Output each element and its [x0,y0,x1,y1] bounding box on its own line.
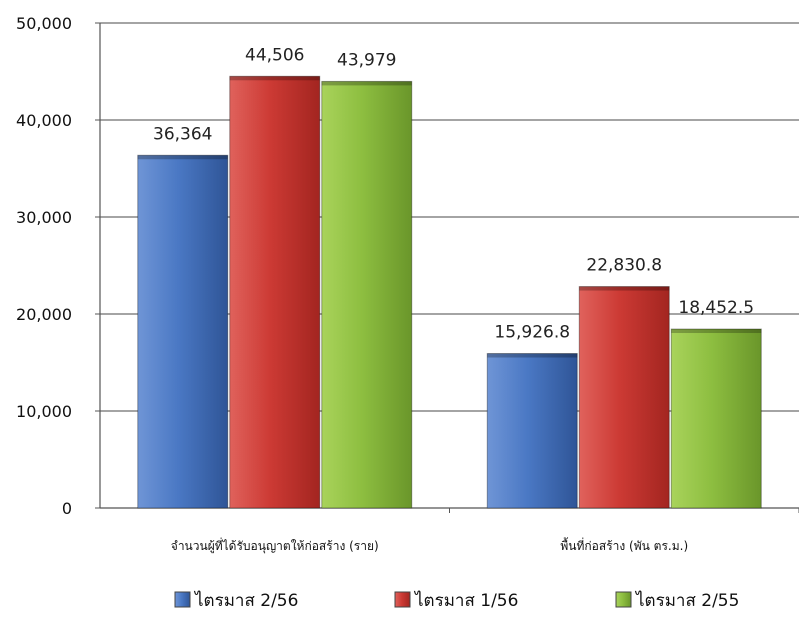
legend-swatch [615,591,632,608]
data-label: 44,506 [245,45,304,65]
legend-swatch [174,591,191,608]
legend-label: ไตรมาส 1/56 [413,590,518,611]
category-labels: จำนวนผู้ที่ได้รับอนุญาตให้ก่อสร้าง (ราย)… [171,537,688,554]
bar-top-edge [137,155,228,160]
bar [670,328,762,509]
data-label: 36,364 [153,124,212,144]
bar-top-edge [487,353,578,358]
legend-label: ไตรมาส 2/55 [634,590,739,611]
legend: ไตรมาส 2/56 ไตรมาส 1/56 ไตรมาส 2/55 [174,590,739,611]
bar-top-edge [671,329,762,334]
y-tick-label: 40,000 [16,111,72,130]
data-labels: 36,364 44,506 43,979 15,926.8 22,830.8 18,452… [153,45,754,342]
y-tick-label: 50,000 [16,14,72,33]
data-label: 18,452.5 [678,298,754,318]
bars [137,75,762,509]
x-category-label: พื้นที่ก่อสร้าง (พัน ตร.ม.) [560,537,688,553]
bar [486,353,578,509]
legend-label: ไตรมาส 2/56 [193,590,298,611]
y-tick-label: 30,000 [16,208,72,227]
bar-top-edge [229,76,320,81]
bar-top-edge [321,81,412,86]
data-label: 15,926.8 [494,323,570,343]
y-tick-label: 20,000 [16,305,72,324]
y-tick-label: 0 [62,499,72,518]
x-category-label: จำนวนผู้ที่ได้รับอนุญาตให้ก่อสร้าง (ราย) [171,537,379,554]
bar [578,286,670,509]
data-label: 22,830.8 [586,256,662,276]
data-label: 43,979 [337,50,396,70]
bar-top-edge [579,286,670,291]
bar [229,75,321,509]
bar [137,154,229,509]
y-tick-labels: 0 10,000 20,000 30,000 40,000 50,000 [16,14,72,518]
bar [321,80,413,509]
y-tick-label: 10,000 [16,402,72,421]
legend-swatch [394,591,411,608]
